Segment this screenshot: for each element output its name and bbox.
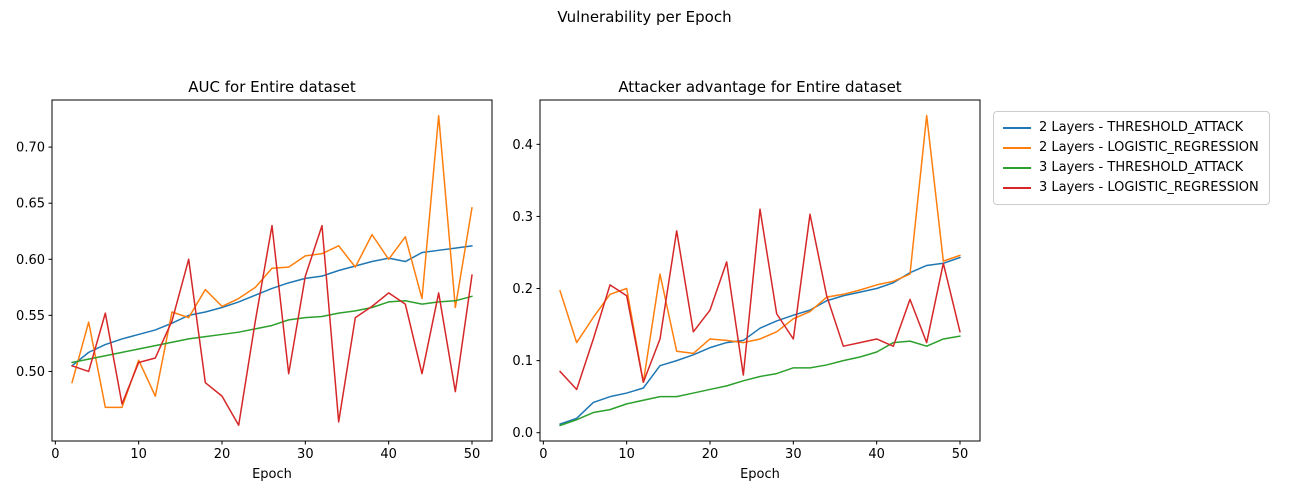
legend-entry: 2 Layers - LOGISTIC_REGRESSION [1003, 138, 1259, 158]
plot-frame [539, 99, 981, 442]
y-tick-label: 0.1 [512, 354, 533, 369]
legend-entry: 3 Layers - LOGISTIC_REGRESSION [1003, 178, 1259, 198]
x-tick-label: 10 [618, 447, 635, 462]
y-tick-label: 0.4 [512, 138, 533, 153]
series-line-3-layers-logistic-regression [559, 208, 961, 391]
series-line-2-layers-logistic-regression [559, 114, 961, 383]
legend: 2 Layers - THRESHOLD_ATTACK 2 Layers - LO… [993, 111, 1270, 205]
y-tick-label: 0.3 [512, 210, 533, 225]
legend-entry: 2 Layers - THRESHOLD_ATTACK [1003, 118, 1259, 138]
x-tick-label: 20 [214, 447, 231, 462]
y-tick-label: 0.0 [512, 426, 533, 441]
auc-chart: 0 10 20 30 40 50 0.50 0.55 0.60 0.65 0.70 AUC for E… [16, 78, 493, 482]
x-tick-label: 0 [51, 447, 59, 462]
x-axis-label: Epoch [252, 467, 292, 482]
chart-title: AUC for Entire dataset [188, 78, 356, 96]
legend-line-swatch [1003, 167, 1031, 169]
x-tick-label: 50 [464, 447, 481, 462]
series-line-3-layers-threshold-attack [71, 295, 473, 364]
legend-label: 2 Layers - THRESHOLD_ATTACK [1039, 120, 1244, 135]
y-tick-label: 0.70 [16, 141, 45, 156]
y-tick-label: 0.2 [512, 282, 533, 297]
legend-line-swatch [1003, 127, 1031, 129]
x-tick-label: 40 [380, 447, 397, 462]
x-tick-label: 0 [539, 447, 547, 462]
x-tick-label: 20 [702, 447, 719, 462]
series-line-2-layers-threshold-attack [71, 245, 473, 367]
y-tick-label: 0.65 [16, 197, 45, 212]
legend-entry: 3 Layers - THRESHOLD_ATTACK [1003, 158, 1259, 178]
y-tick-label: 0.50 [16, 365, 45, 380]
series-line-3-layers-logistic-regression [71, 224, 473, 427]
legend-label: 3 Layers - LOGISTIC_REGRESSION [1039, 180, 1259, 195]
legend-line-swatch [1003, 147, 1031, 149]
chart-title: Attacker advantage for Entire dataset [618, 78, 901, 96]
legend-line-swatch [1003, 187, 1031, 189]
attacker-advantage-chart: 0 10 20 30 40 50 0.0 0.1 0.2 0.3 0.4 Attacker advan… [512, 78, 981, 482]
legend-label: 2 Layers - LOGISTIC_REGRESSION [1039, 140, 1259, 155]
figure-suptitle: Vulnerability per Epoch [557, 8, 732, 26]
plot-frame [51, 99, 493, 442]
x-tick-label: 30 [297, 447, 314, 462]
legend-label: 3 Layers - THRESHOLD_ATTACK [1039, 160, 1244, 175]
x-tick-label: 30 [785, 447, 802, 462]
x-tick-label: 40 [868, 447, 885, 462]
y-tick-label: 0.60 [16, 253, 45, 268]
y-tick-label: 0.55 [16, 309, 45, 324]
x-axis-label: Epoch [740, 467, 780, 482]
x-tick-label: 10 [130, 447, 147, 462]
x-tick-label: 50 [952, 447, 969, 462]
series-line-2-layers-threshold-attack [559, 256, 961, 425]
series-line-3-layers-threshold-attack [559, 335, 961, 427]
series-line-2-layers-logistic-regression [71, 114, 473, 409]
